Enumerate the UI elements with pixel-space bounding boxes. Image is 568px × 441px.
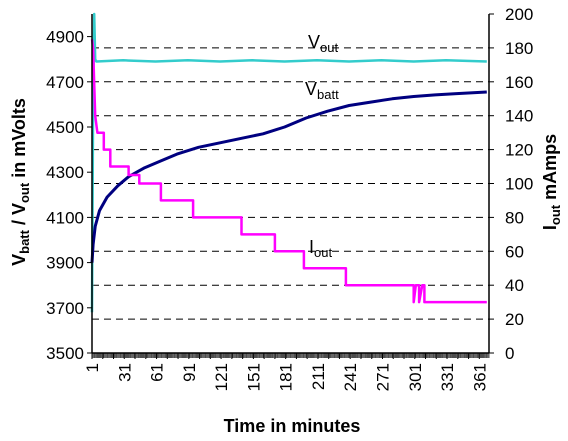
y-left-tick-label: 4700 [46, 73, 84, 92]
y-right-tick-label: 180 [505, 39, 533, 58]
y-right-tick-label: 200 [505, 5, 533, 24]
y-left-tick-label: 3700 [46, 299, 84, 318]
x-tick-label: 91 [180, 363, 199, 382]
y-right-tick-label: 100 [505, 175, 533, 194]
x-axis-ticks [91, 353, 490, 359]
x-tick-label: 301 [406, 363, 425, 391]
x-tick-label: 361 [470, 363, 489, 391]
y-right-tick-label: 120 [505, 141, 533, 160]
series-label-iout: Iout [309, 237, 332, 260]
axes [87, 13, 494, 354]
x-tick-label: 31 [115, 363, 134, 382]
series-line-1 [90, 90, 487, 263]
y-right-tick-label: 0 [505, 344, 514, 363]
x-tick-label: 61 [148, 363, 167, 382]
y-left-tick-label: 3900 [46, 254, 84, 273]
y-left-tick-label: 4100 [46, 208, 84, 227]
y-right-tick-label: 140 [505, 107, 533, 126]
y-right-tick-label: 160 [505, 73, 533, 92]
y-left-tick-label: 4900 [46, 28, 84, 47]
series-line-2 [90, 39, 487, 304]
y-axis-right-title: Iout mAmps [540, 134, 563, 230]
x-tick-label: 121 [212, 363, 231, 391]
x-tick-label: 331 [438, 363, 457, 391]
y-right-tick-label: 20 [505, 310, 524, 329]
x-tick-label: 271 [374, 363, 393, 391]
x-tick-label: 211 [309, 363, 328, 390]
y-axis-left-title: Vbatt / Vout in mVolts [9, 98, 32, 266]
y-right-tick-label: 60 [505, 242, 524, 261]
series-line-0 [90, 12, 487, 313]
series-label-vbatt: Vbatt [305, 79, 339, 102]
x-tick-label: 1 [83, 363, 102, 372]
x-tick-label: 181 [277, 363, 296, 391]
y-right-tick-label: 80 [505, 208, 524, 227]
y-right-tick-label: 40 [505, 276, 524, 295]
y-left-tick-label: 4300 [46, 163, 84, 182]
x-axis-title: Time in minutes [224, 416, 361, 436]
y-left-tick-label: 3500 [46, 344, 84, 363]
x-tick-label: 241 [341, 363, 360, 391]
tick-labels: 3500 3700 3900 4100 4300 4500 4700 4900 0 20 40 60 8… [46, 5, 533, 391]
y-left-tick-label: 4500 [46, 118, 84, 137]
series-lines [90, 12, 487, 313]
x-tick-label: 151 [244, 363, 263, 391]
series-label-vout: Vout [308, 32, 338, 55]
